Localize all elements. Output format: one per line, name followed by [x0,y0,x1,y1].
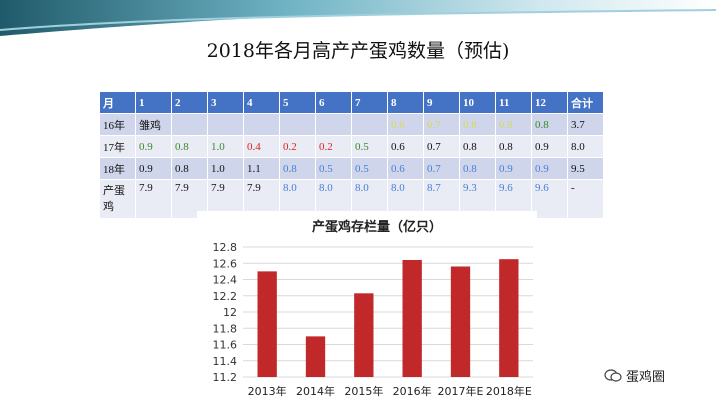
bar [499,259,519,377]
chart-title: 产蛋鸡存栏量（亿只） [312,219,442,235]
y-tick-label: 12.6 [213,257,238,270]
y-tick-label: 11.4 [213,355,238,368]
x-tick-label: 2016年 [393,384,432,398]
table-cell: 0.9 [495,157,532,180]
bar [402,260,422,377]
table-cell: 0.9 [135,135,172,158]
bar [305,336,326,377]
table-cell: 0.8 [171,135,208,158]
table-header-cell: 5 [279,91,316,114]
table-cell: 1.1 [243,157,280,180]
table-cell: 1.0 [207,157,244,180]
table-row-label: 17年 [99,135,136,158]
table-cell: 0.9 [135,157,172,180]
table-row: 18年 0.9 0.8 1.0 1.1 0.8 0.5 0.5 0.6 0.7 0.8 0.9 0.9 9… [99,157,604,180]
table-cell: - [567,179,604,219]
table-row-label: 16年 [99,113,136,136]
table-cell: 0.9 [495,113,532,136]
table-row: 17年 0.9 0.8 1.0 0.4 0.2 0.2 0.5 0.6 0.7 0.8 0.8 0.9 8… [99,135,604,158]
table-header-cell: 7 [351,91,388,114]
table-cell: 0.5 [351,157,388,180]
table-cell: 0.8 [279,157,316,180]
y-tick-label: 11.2 [213,371,238,384]
table-cell: 0.2 [315,135,352,158]
table-cell [207,113,244,136]
table-cell: 7.9 [135,179,172,219]
table-header-cell: 9 [423,91,460,114]
table-cell: 0.7 [423,113,460,136]
table-header-cell: 2 [171,91,208,114]
y-tick-label: 12.4 [213,274,238,287]
monthly-hen-table: 月 1 2 3 4 5 6 7 8 9 10 11 12 合计 16年 雏鸡 0.6 0.7 0.8 0.9 0.8 3.… [99,91,604,219]
table-cell [315,113,352,136]
table-header-cell: 6 [315,91,352,114]
table-cell: 雏鸡 [135,113,172,136]
table-cell: 0.6 [387,135,424,158]
chat-bubble-icon [604,368,622,382]
table-cell: 8.0 [567,135,604,158]
table-cell [351,113,388,136]
table-row: 16年 雏鸡 0.6 0.7 0.8 0.9 0.8 3.7 [99,113,604,136]
table-cell: 0.8 [531,113,568,136]
bar [354,293,374,377]
table-cell: 0.7 [423,135,460,158]
table-cell: 0.8 [459,113,496,136]
y-tick-label: 11.8 [213,322,238,335]
table-cell: 3.7 [567,113,604,136]
table-header-cell: 11 [495,91,532,114]
y-tick-label: 12 [223,306,237,319]
x-tick-label: 2013年 [248,384,287,398]
table-header-cell: 3 [207,91,244,114]
bar [257,271,277,377]
brand-label: 蛋鸡圈 [626,370,666,385]
table-cell: 0.9 [531,135,568,158]
table-cell: 1.0 [207,135,244,158]
table-cell: 0.8 [171,157,208,180]
table-row-label: 产蛋鸡 [99,179,136,219]
table-cell: 9.5 [567,157,604,180]
table-header-cell: 12 [531,91,568,114]
table-header-cell: 10 [459,91,496,114]
header-wave-decoration [0,0,716,36]
table-cell: 0.6 [387,113,424,136]
x-tick-label: 2018年E [486,384,532,398]
table-header-cell: 1 [135,91,172,114]
y-tick-label: 12.2 [213,290,238,303]
table-cell: 0.5 [351,135,388,158]
brand-watermark: 蛋鸡圈 [604,366,665,385]
table-cell: 0.6 [387,157,424,180]
y-tick-label: 11.6 [213,339,238,352]
table-cell [279,113,316,136]
slide-title: 2018年各月高产产蛋鸡数量（预估) [206,40,510,62]
table-row-label: 18年 [99,157,136,180]
table-cell [243,113,280,136]
table-header-cell: 4 [243,91,280,114]
y-tick-label: 12.8 [213,241,238,254]
table-header-cell: 月 [99,91,136,114]
x-tick-label: 2014年 [296,384,335,398]
hen-stock-bar-chart: 产蛋鸡存栏量（亿只） 12.8 12.6 12.4 12.2 12 11.8 11.6 11.4… [197,211,537,406]
bar [450,266,471,377]
table-header-cell: 合计 [567,91,604,114]
table-header-row: 月 1 2 3 4 5 6 7 8 9 10 11 12 合计 [99,91,604,114]
table-cell [171,113,208,136]
table-cell: 0.8 [459,135,496,158]
table-cell: 0.7 [423,157,460,180]
table-cell: 0.8 [495,135,532,158]
table-row: 产蛋鸡 7.9 7.9 7.9 7.9 8.0 8.0 8.0 8.0 8.7 9.3 9.6 9.6- [99,179,604,219]
table-cell: 0.9 [531,157,568,180]
table-cell: 0.8 [459,157,496,180]
x-tick-label: 2015年 [344,384,383,398]
table-cell: 0.2 [279,135,316,158]
table-cell: 0.4 [243,135,280,158]
table-header-cell: 8 [387,91,424,114]
table-cell: 0.5 [315,157,352,180]
x-tick-label: 2017年E [438,384,484,398]
